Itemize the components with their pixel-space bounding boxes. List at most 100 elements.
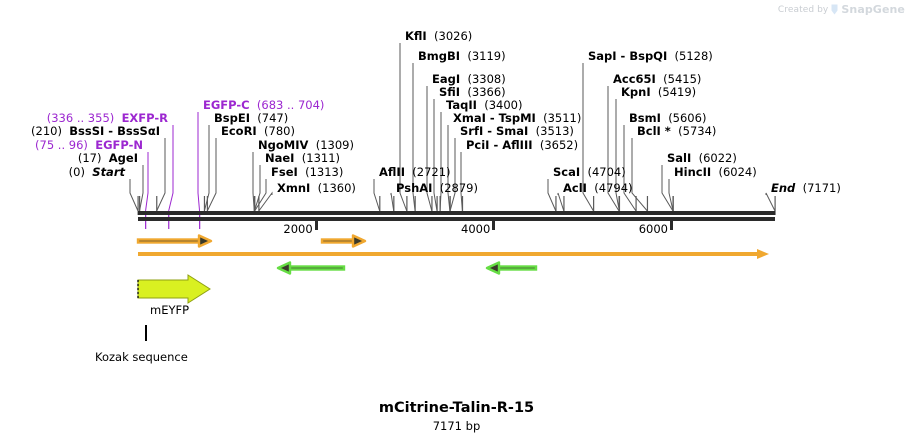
site-name: SalI: [667, 151, 692, 165]
site-position: (17): [77, 151, 102, 165]
restriction-site-label[interactable]: HincII (6024): [674, 166, 757, 178]
restriction-site-label[interactable]: EcoRI (780): [221, 125, 295, 137]
site-name: EXFP-R: [121, 111, 168, 125]
site-leader-line: [373, 179, 381, 212]
site-position: (5128): [674, 49, 713, 63]
restriction-site-label[interactable]: BsmI (5606): [629, 112, 706, 124]
restriction-site-label[interactable]: AclI (4794): [563, 182, 633, 194]
site-name: AclI: [563, 181, 587, 195]
site-position: (3119): [467, 49, 506, 63]
site-position: (210): [31, 124, 62, 138]
ruler-tick: [492, 221, 496, 230]
restriction-site-label[interactable]: ScaI (4704): [553, 166, 626, 178]
site-name: XmnI: [277, 181, 311, 195]
restriction-site-label[interactable]: EagI (3308): [432, 73, 506, 85]
site-leader-line: [253, 165, 261, 212]
construct-title: mCitrine-Talin-R-15: [378, 400, 535, 416]
restriction-site-label[interactable]: (75 .. 96) EGFP-N: [0, 139, 143, 151]
backbone-line-bottom: [138, 217, 775, 221]
site-name: TaqII: [446, 98, 477, 112]
cds-feature-arrow[interactable]: [137, 274, 211, 304]
site-position: (5419): [657, 85, 697, 99]
restriction-site-label[interactable]: SrfI - SmaI (3513): [460, 125, 574, 137]
site-position: (1360): [317, 181, 356, 195]
backbone-line-top: [138, 211, 775, 215]
feature-arrow[interactable]: [485, 261, 538, 275]
site-name: AgeI: [108, 151, 138, 165]
restriction-site-label[interactable]: PshAI (2879): [396, 182, 478, 194]
site-position: (0): [68, 165, 85, 179]
restriction-site-label[interactable]: BspEI (747): [214, 112, 288, 124]
site-leader-line: [661, 165, 674, 212]
orf-feature-arrow[interactable]: [138, 249, 769, 259]
site-leader-line: [765, 192, 776, 212]
site-position: (3511): [543, 111, 582, 125]
site-position: (780): [264, 124, 295, 138]
site-name: End: [771, 181, 796, 195]
restriction-site-label[interactable]: XmnI (1360): [277, 182, 356, 194]
site-position: (5606): [668, 111, 707, 125]
restriction-site-label[interactable]: KpnI (5419): [621, 86, 696, 98]
ruler-tick-label: 2000: [283, 222, 313, 236]
site-leader-line: [139, 165, 144, 212]
site-leader-line: [168, 125, 174, 212]
site-name: FseI: [271, 165, 298, 179]
restriction-site-label[interactable]: SfiI (3366): [439, 86, 506, 98]
site-position: (3366): [467, 85, 506, 99]
site-name: ScaI: [553, 165, 581, 179]
site-name: EGFP-N: [95, 138, 143, 152]
ruler-tick: [669, 221, 673, 230]
restriction-site-label[interactable]: (0) Start: [0, 166, 125, 178]
restriction-site-label[interactable]: NgoMIV (1309): [258, 139, 354, 151]
site-name: KflI: [405, 29, 427, 43]
site-leader-line: [449, 138, 456, 212]
site-name: Start: [92, 165, 125, 179]
annotation-tick[interactable]: [145, 325, 147, 341]
restriction-site-label[interactable]: SapI - BspQI (5128): [588, 50, 713, 62]
restriction-site-label[interactable]: (17) AgeI: [0, 152, 138, 164]
restriction-site-label[interactable]: KflI (3026): [405, 30, 472, 42]
construct-length: 7171 bp: [432, 419, 481, 433]
restriction-site-label[interactable]: AflII (2721): [379, 166, 451, 178]
ruler-tick-label: 6000: [638, 222, 668, 236]
feature-arrow[interactable]: [136, 234, 213, 248]
site-position: (1313): [305, 165, 344, 179]
restriction-site-label[interactable]: (336 .. 355) EXFP-R: [0, 112, 168, 124]
site-name: NgoMIV: [258, 138, 309, 152]
feature-arrow[interactable]: [276, 261, 346, 275]
site-position: (3652): [539, 138, 579, 152]
restriction-site-label[interactable]: FseI (1313): [271, 166, 343, 178]
site-name: BmgBI: [418, 49, 461, 63]
site-name: EGFP-C: [203, 98, 250, 112]
site-leader-line: [439, 112, 442, 212]
restriction-site-label[interactable]: Acc65I (5415): [613, 73, 701, 85]
restriction-site-label[interactable]: (210) BssSI - BssSαI: [0, 125, 160, 137]
site-position: (747): [257, 111, 289, 125]
site-position: (2721): [412, 165, 451, 179]
site-position: (683 .. 704): [256, 98, 325, 112]
site-leader-line: [254, 179, 267, 212]
feature-arrow[interactable]: [320, 234, 367, 248]
site-leader-line: [668, 179, 674, 212]
site-position: (3026): [434, 29, 473, 43]
restriction-site-label[interactable]: BmgBI (3119): [418, 50, 506, 62]
site-name: PshAI: [396, 181, 433, 195]
site-leader-line: [145, 152, 149, 212]
site-name: AflII: [379, 165, 405, 179]
restriction-site-label[interactable]: PciI - AflIII (3652): [466, 139, 578, 151]
restriction-site-label[interactable]: NaeI (1311): [265, 152, 340, 164]
site-position: (5734): [678, 124, 717, 138]
restriction-site-label[interactable]: BclI * (5734): [637, 125, 716, 137]
restriction-site-label[interactable]: XmaI - TspMI (3511): [453, 112, 581, 124]
restriction-site-label[interactable]: TaqII (3400): [446, 99, 522, 111]
restriction-site-label[interactable]: SalI (6022): [667, 152, 737, 164]
site-name: SfiI: [439, 85, 461, 99]
restriction-site-label[interactable]: End (7171): [771, 182, 841, 194]
site-leader-line: [206, 138, 217, 212]
site-leader-line: [557, 192, 565, 212]
restriction-site-label[interactable]: EGFP-C (683 .. 704): [203, 99, 324, 111]
site-position: (6024): [718, 165, 757, 179]
site-leader-line: [623, 125, 637, 212]
site-name: EcoRI: [221, 124, 257, 138]
